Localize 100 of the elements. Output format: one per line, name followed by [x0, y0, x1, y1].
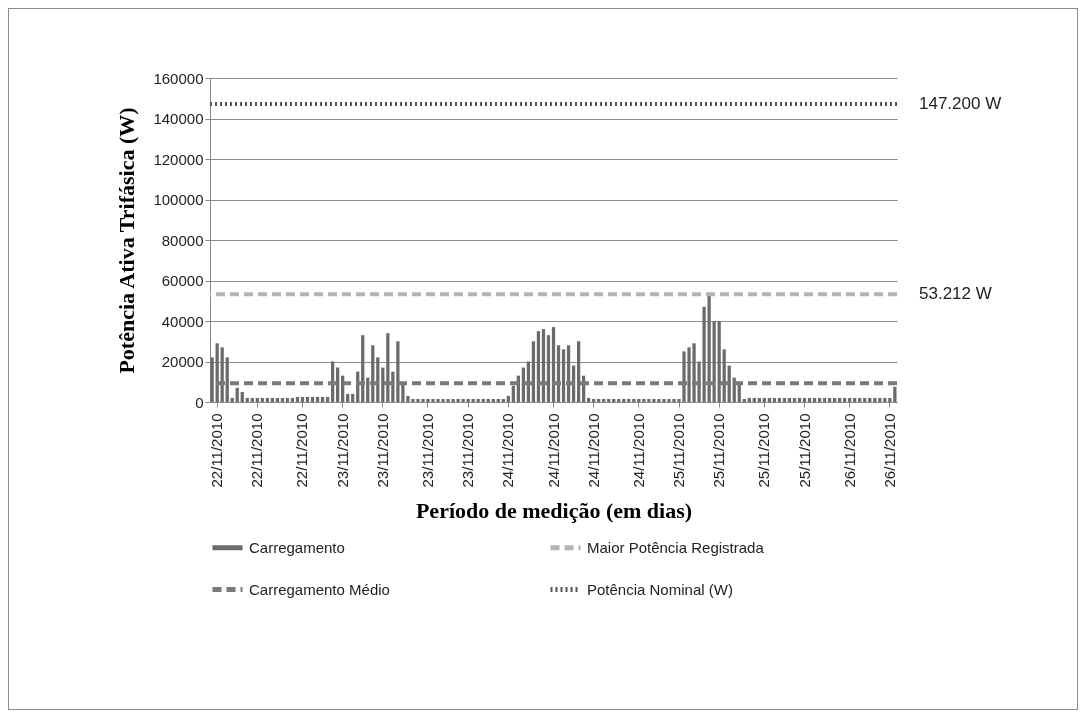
bar	[280, 397, 285, 402]
x-tick-label: 22/11/2010	[248, 413, 266, 488]
bar	[270, 397, 275, 402]
bar	[772, 397, 777, 402]
bar	[627, 398, 631, 402]
bar	[807, 397, 812, 402]
bar	[612, 398, 616, 402]
bar	[366, 377, 370, 402]
legend-label: Carregamento	[249, 538, 345, 556]
bar	[486, 398, 490, 402]
text: 53.212 W	[919, 284, 992, 304]
bar	[717, 321, 721, 402]
bar	[461, 398, 465, 402]
bar	[471, 398, 475, 402]
x-tick-label: 25/11/2010	[755, 413, 773, 488]
bar	[827, 397, 832, 402]
bar	[858, 397, 862, 402]
bar	[531, 341, 536, 402]
y-tick-label: 160000	[153, 69, 204, 87]
x-tick-label: 23/11/2010	[459, 413, 477, 488]
bar	[822, 397, 827, 402]
bar	[597, 398, 601, 402]
bar	[587, 397, 591, 402]
bar	[642, 398, 646, 402]
bar	[230, 397, 234, 402]
x-tick-label: 23/11/2010	[333, 413, 351, 488]
bar	[782, 397, 787, 402]
bar	[501, 398, 505, 402]
bar	[250, 397, 254, 402]
bar	[767, 397, 771, 402]
bar	[381, 367, 385, 402]
bar	[255, 397, 259, 402]
y-tick-label: 0	[195, 393, 204, 411]
y-tick-label: 120000	[153, 150, 204, 168]
y-tick-label: 60000	[161, 272, 204, 289]
bar	[210, 357, 214, 402]
bar	[853, 397, 857, 402]
x-axis-title: Período de medição (em dias)	[415, 498, 693, 524]
bar	[476, 398, 480, 402]
bar	[812, 397, 817, 402]
bar	[592, 398, 596, 402]
bar	[873, 397, 877, 402]
bar	[762, 397, 766, 402]
bar	[893, 386, 897, 402]
bar	[496, 398, 500, 402]
x-tick-label: 23/11/2010	[373, 413, 391, 488]
bar	[546, 335, 551, 402]
bar	[511, 385, 515, 402]
x-tick-label: 26/11/2010	[840, 413, 858, 488]
bar	[802, 397, 807, 402]
x-tick-label: 24/11/2010	[544, 413, 562, 488]
legend-label: Potência Nominal (W)	[587, 580, 733, 598]
bar	[632, 398, 636, 402]
y-tick-label: 100000	[153, 191, 204, 208]
bar	[602, 398, 606, 402]
bar	[351, 393, 355, 402]
bar	[742, 398, 746, 402]
bar	[777, 397, 782, 402]
bar	[843, 397, 847, 402]
bar	[346, 393, 350, 402]
y-tick-label: 140000	[153, 110, 204, 127]
bar	[260, 397, 264, 402]
x-tick-label: 25/11/2010	[710, 413, 728, 488]
bar	[240, 391, 244, 402]
x-tick-label: 24/11/2010	[499, 413, 517, 488]
bar	[797, 397, 802, 402]
x-tick-label: 24/11/2010	[629, 413, 647, 488]
bar	[792, 397, 797, 402]
x-tick-label: 26/11/2010	[880, 413, 898, 488]
bar	[506, 395, 510, 402]
bar	[617, 398, 621, 402]
bar	[290, 397, 295, 402]
bar	[607, 398, 611, 402]
legend-label: Maior Potência Registrada	[587, 538, 765, 556]
bar	[637, 398, 641, 402]
y-tick-label: 40000	[161, 312, 204, 330]
bar	[622, 398, 626, 402]
x-tick-label: 22/11/2010	[208, 413, 226, 488]
bar	[265, 397, 269, 402]
y-tick-label: 80000	[161, 231, 204, 249]
bar	[285, 397, 290, 402]
bar	[225, 357, 229, 402]
bar	[888, 397, 892, 402]
y-tick-label: 20000	[161, 353, 204, 370]
text: 147.200 W	[919, 93, 1002, 113]
legend-label: Carregamento Médio	[249, 580, 390, 598]
bar	[245, 397, 249, 402]
x-tick-label: 25/11/2010	[670, 413, 687, 488]
bar	[878, 397, 882, 402]
bar	[275, 397, 280, 402]
bar	[787, 397, 792, 402]
bar	[838, 397, 842, 402]
bar	[491, 398, 495, 402]
x-tick-label: 23/11/2010	[419, 413, 436, 488]
bar	[863, 397, 867, 402]
bar	[757, 397, 761, 402]
bar	[747, 397, 751, 402]
bar	[466, 398, 470, 402]
bar	[561, 349, 566, 402]
x-tick-label: 25/11/2010	[795, 413, 813, 488]
